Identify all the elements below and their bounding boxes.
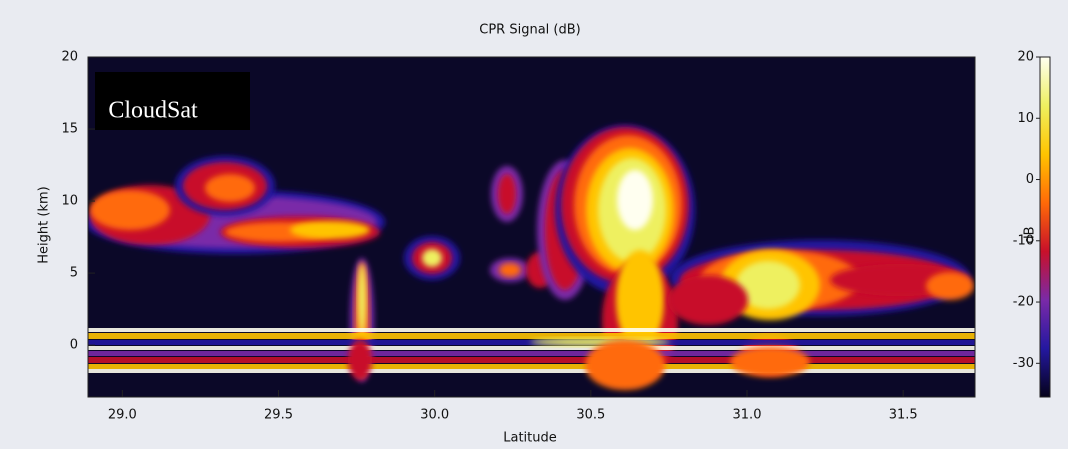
- radar-echo: [499, 263, 521, 277]
- y-tick-label: 10: [61, 194, 78, 209]
- radar-echo: [530, 338, 670, 346]
- radar-image: [88, 125, 975, 390]
- ground-clutter: [88, 369, 975, 373]
- radar-echo: [668, 275, 748, 325]
- x-tick-label: 31.5: [889, 408, 918, 423]
- radar-echo: [290, 221, 370, 239]
- y-tick-label: 20: [61, 50, 78, 65]
- colorbar-tick-label: -10: [1013, 233, 1034, 248]
- radar-echo: [422, 249, 442, 267]
- x-tick-label: 30.0: [420, 408, 449, 423]
- colorbar-tick-label: 20: [1017, 50, 1034, 65]
- radar-echo: [90, 190, 170, 230]
- radar-echo: [730, 347, 810, 377]
- colorbar-label: dB: [1023, 226, 1038, 243]
- colorbar: [1039, 56, 1051, 398]
- radar-echo: [736, 261, 800, 309]
- chart-title: CPR Signal (dB): [479, 23, 580, 38]
- x-axis-label: Latitude: [503, 431, 557, 446]
- ground-clutter: [88, 357, 975, 363]
- ground-clutter: [88, 346, 975, 350]
- radar-echo: [616, 250, 664, 350]
- plot-frame: [87, 56, 976, 398]
- y-tick-label: 15: [61, 122, 78, 137]
- x-tick-label: 31.0: [733, 408, 762, 423]
- ground-clutter: [88, 328, 975, 332]
- radar-echo: [358, 264, 366, 336]
- radar-echo: [926, 272, 974, 300]
- colorbar-tick-label: -30: [1013, 356, 1034, 371]
- x-tick-label: 29.5: [264, 408, 293, 423]
- y-axis-label: Height (km): [37, 186, 52, 263]
- x-tick-label: 29.0: [108, 408, 137, 423]
- radar-echo: [205, 174, 255, 202]
- radar-echo: [348, 340, 372, 380]
- logo-box: [95, 72, 250, 130]
- y-tick-label: 5: [70, 266, 78, 281]
- radar-echo: [498, 174, 516, 214]
- radar-echo: [585, 340, 665, 390]
- colorbar-tick-label: 10: [1017, 111, 1034, 126]
- x-tick-label: 30.5: [576, 408, 605, 423]
- colorbar-tick-label: -20: [1013, 295, 1034, 310]
- ground-clutter: [88, 333, 975, 339]
- ground-clutter: [88, 364, 975, 369]
- colorbar-tick-label: 0: [1026, 172, 1034, 187]
- radar-echo: [617, 170, 653, 230]
- y-tick-label: 0: [70, 338, 78, 353]
- ground-clutter: [88, 351, 975, 356]
- logo: CloudSat: [108, 98, 198, 124]
